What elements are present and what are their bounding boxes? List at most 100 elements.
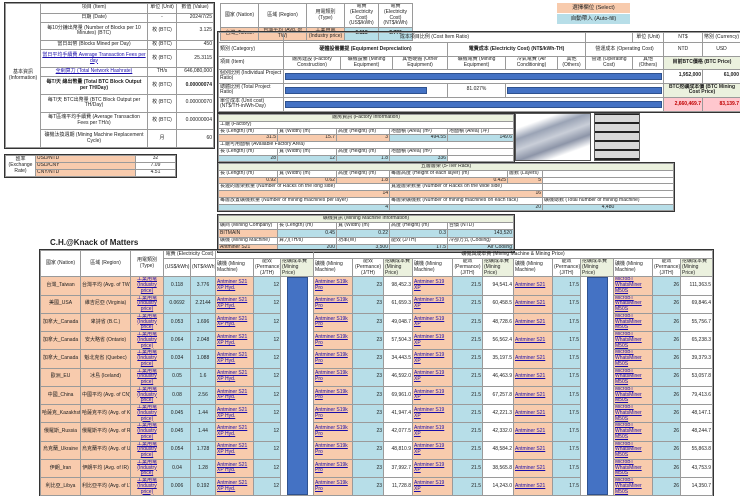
header-perf: 能效 (Permance) (J/TH) [453,259,483,277]
currency-pair[interactable]: CNY/NTD [36,170,136,177]
info-item: 每10分鐘出幣量 (Number of Blocks per 10 Minute… [41,23,148,41]
machine-cell: Antminer S21 [514,478,553,496]
perf-cell: 21.5 [453,441,483,459]
mining-price-cell: 14,350.7 [681,478,713,496]
info-unit: 枚 (BTC) [148,112,177,130]
perf-cell: 23 [353,441,384,459]
ntd-cell: 1.44 [191,423,216,441]
type-cell: 工業用電 (Industry price) [131,405,164,423]
header-item: 項目 (Item) [41,4,148,14]
machine-label: 寬 (Width) (m) [337,223,390,230]
perf-cell: 21.5 [453,313,483,331]
unit-value[interactable]: NT$ [664,33,703,43]
per-layer-label: 每層放置礦機數量 (Number of mining machines per … [219,197,390,204]
rack-dim-value[interactable]: 0.62 [278,177,337,184]
machine-label: 冷卻方式 (Cooling) [448,237,514,244]
table-row: 基本資訊 (Information)項目 (Item)單位 (Unit)數值 (… [6,4,214,14]
machine-cell: Antminer S19k Pro [314,277,353,295]
unit-cost-bar [284,97,664,111]
available-dim-label: 地面積 (Area) (m²) [390,148,448,155]
rack-dim-value[interactable]: 5 [508,177,543,184]
header-machine: 礦機 (Mining Machine) [314,259,353,277]
perf-cell: 21.5 [453,478,483,496]
machine-value: 0.3 [390,230,448,237]
ntd-cell: 2.2144 [191,295,216,313]
mining-price-cell: 43,753.9 [681,459,713,477]
info-link[interactable]: 當日平均手續費 Average Transaction Fees per day [41,50,148,68]
available-dim-label: 寬 (Width) (m) [278,148,337,155]
mining-price-cell: 69,961.0 [384,386,413,404]
header-machine: 礦機 (Mining Machine) [413,259,453,277]
type-cell: 工業用電 (Industry price) [131,350,164,368]
machine-cell: Antminer S21 XP Hyd. [216,277,254,295]
mining-price-cell: 57,504.3 [384,332,413,350]
unit-label: 單位 (Unit) [633,33,664,43]
group-electricity: 電費成本 (Electricity Cost) (NT$/kWh-TH) [448,43,586,57]
mining-price-cell: 65,238.3 [681,332,713,350]
factory-dim-label: 長 (Length) (m) [219,128,278,135]
rack-info-table: 五層層架 (5-Tier Rack)長 (Length) (m)寬 (Width… [218,163,674,211]
machine-cell: Antminer S19k Pro [314,313,353,331]
factory-dim-value: 494.55 [390,135,448,142]
nation-cell: 利比亞_Libya [41,478,81,496]
header-type: 用電類別 (Type) [131,251,164,277]
blank [586,33,633,43]
rack-dim-value[interactable]: 0.92 [219,177,278,184]
header-price: 挖礦成本費 (Mining Price) [483,259,514,277]
rate-value: 32 [136,156,176,163]
machine-cell: Antminer S21 XP Hyd. [216,350,254,368]
perf-cell: 12 [254,332,281,350]
perf-cell: 12 [254,350,281,368]
mining-cost-usd: 83,139.7 [703,97,740,111]
blank [543,177,674,184]
header-region: 區域 (Region) [81,251,131,277]
machine-cell: Antminer S21 XP Hyd. [216,441,254,459]
mining-price-cell: 42,332.0 [483,423,514,441]
machine-label: 長 (Length) (m) [278,223,337,230]
currency-pair[interactable]: USD/CNY [36,163,136,170]
total-ratio-bar-equipment [284,83,448,97]
perf-cell: 17.5 [553,478,581,496]
bar [587,277,608,495]
machine-dropdown[interactable]: BITMAIN [219,230,278,237]
rack-dim-value[interactable]: 0.425 [390,177,508,184]
machine-value: 143,520 [448,230,514,237]
factory-title: 廠房資訊 (Factory Information) [219,115,514,122]
nation-cell: 美國_USA [41,295,81,313]
factory-dim-value[interactable]: 31.5 [219,135,278,142]
wide-side-label: 寬邊層架數量 (Number of Racks on the wide side… [390,184,543,191]
selection-header: 區域 (Region) [259,4,307,28]
mining-price-bar [581,277,614,496]
wide-side-value[interactable]: 16 [390,191,543,198]
rack-title: 五層層架 (5-Tier Rack) [219,164,674,171]
usd-cell: 0.053 [164,313,191,331]
usd-cell: 0.064 [164,332,191,350]
factory-dim-value[interactable]: 3 [337,135,390,142]
rack-dim-value[interactable]: 1.8 [337,177,390,184]
table-row: 廠房資訊 (Factory Information) [219,115,514,122]
factory-dim-value[interactable]: 15.7 [278,135,337,142]
long-side-value[interactable]: 14 [219,191,390,198]
info-link[interactable]: 全網算力 (Total Network Hashrate) [41,67,148,77]
blank [543,184,674,191]
info-unit: TH/s [148,67,177,77]
mining-price-cell: 53,057.8 [681,368,713,386]
type-cell: 工業用電 (Industry price) [131,277,164,295]
currency-pair[interactable]: USD/NTD [36,156,136,163]
rack-image [594,113,640,161]
perf-cell: 12 [254,405,281,423]
individual-ratio-bar [284,69,664,83]
machine-cell: Antminer S19 XP [413,350,453,368]
machine-cell: Antminer S21 XP Hyd. [216,478,254,496]
perf-cell: 23 [353,478,384,496]
table-row: 長邊的層架數量 (Number of Racks on the long sid… [219,184,674,191]
bar [287,277,308,495]
btc-price-label: 目前BTC價格 (BTC Price) [664,57,740,70]
mining-price-cell: 48,244.7 [681,423,713,441]
info-value: 646,080,000 [177,67,214,77]
machine-cell: Antminer S19k Pro [314,332,353,350]
mining-price-cell: 98,452.3 [384,277,413,295]
mining-price-cell: 60,458.5 [483,295,514,313]
